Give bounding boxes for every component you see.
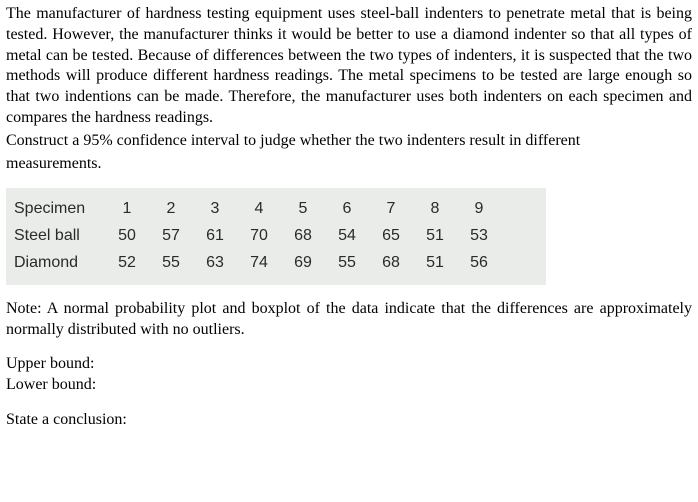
- row-label-diamond: Diamond: [10, 250, 105, 277]
- table-cell: 54: [325, 223, 369, 250]
- table-cell: 7: [369, 196, 413, 223]
- note-text: Note: A normal probability plot and boxp…: [6, 299, 692, 341]
- table-cell: 51: [413, 223, 457, 250]
- table-cell: 65: [369, 223, 413, 250]
- table-cell: 55: [325, 250, 369, 277]
- data-table: Specimen 1 2 3 4 5 6 7 8 9 Steel ball 50…: [10, 196, 501, 276]
- table-cell: 3: [193, 196, 237, 223]
- table-cell: 61: [193, 223, 237, 250]
- lower-bound-label: Lower bound:: [6, 375, 692, 396]
- table-cell: 9: [457, 196, 501, 223]
- table-row: Steel ball 50 57 61 70 68 54 65 51 53: [10, 223, 501, 250]
- table-cell: 68: [281, 223, 325, 250]
- row-label-specimen: Specimen: [10, 196, 105, 223]
- row-label-steel: Steel ball: [10, 223, 105, 250]
- table-cell: 70: [237, 223, 281, 250]
- table-cell: 50: [105, 223, 149, 250]
- table-cell: 1: [105, 196, 149, 223]
- table-cell: 53: [457, 223, 501, 250]
- table-cell: 2: [149, 196, 193, 223]
- table-cell: 63: [193, 250, 237, 277]
- table-cell: 5: [281, 196, 325, 223]
- conclusion-label: State a conclusion:: [6, 410, 692, 431]
- table-cell: 4: [237, 196, 281, 223]
- table-cell: 8: [413, 196, 457, 223]
- upper-bound-label: Upper bound:: [6, 354, 692, 375]
- data-table-wrap: Specimen 1 2 3 4 5 6 7 8 9 Steel ball 50…: [6, 188, 546, 284]
- table-cell: 68: [369, 250, 413, 277]
- bounds-block: Upper bound: Lower bound:: [6, 354, 692, 396]
- table-row: Diamond 52 55 63 74 69 55 68 51 56: [10, 250, 501, 277]
- problem-paragraph-1: The manufacturer of hardness testing equ…: [6, 4, 692, 129]
- problem-paragraph-2a: Construct a 95% confidence interval to j…: [6, 131, 692, 152]
- table-cell: 74: [237, 250, 281, 277]
- table-cell: 51: [413, 250, 457, 277]
- table-cell: 6: [325, 196, 369, 223]
- problem-paragraph-2b: measurements.: [6, 154, 692, 175]
- table-row: Specimen 1 2 3 4 5 6 7 8 9: [10, 196, 501, 223]
- table-cell: 69: [281, 250, 325, 277]
- table-cell: 52: [105, 250, 149, 277]
- table-cell: 56: [457, 250, 501, 277]
- table-cell: 57: [149, 223, 193, 250]
- table-cell: 55: [149, 250, 193, 277]
